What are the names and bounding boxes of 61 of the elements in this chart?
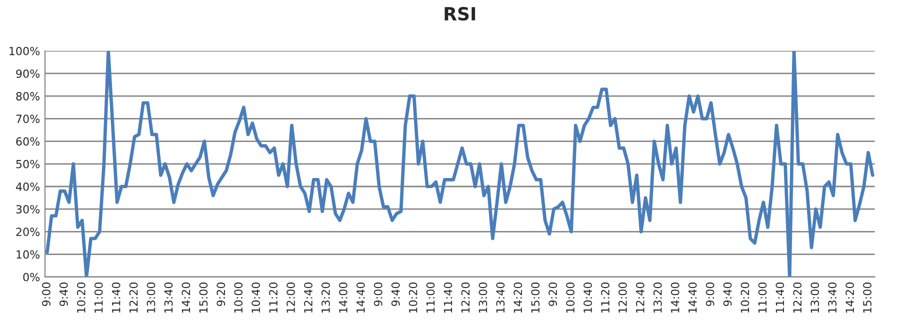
x-tick-label: 13:00 xyxy=(146,282,156,313)
x-tick-label: 14:00 xyxy=(338,282,348,313)
x-tick-label: 11:00 xyxy=(94,282,103,313)
x-tick-label: 13:20 xyxy=(322,282,330,313)
x-tick-label: 15:00 xyxy=(531,282,540,313)
x-tick-label: 11:00 xyxy=(426,282,435,313)
x-tick-label: 15:00 xyxy=(199,282,208,313)
x-tick-label: 14:20 xyxy=(514,282,522,313)
x-tick-label: 9:00 xyxy=(374,282,382,306)
x-tick-label: 9:40 xyxy=(59,282,68,306)
x-tick-label: 14:40 xyxy=(356,282,365,313)
x-tick-label: 13:40 xyxy=(164,282,173,313)
y-tick-label: 100% xyxy=(10,46,40,56)
y-tick-label: 10% xyxy=(16,250,40,259)
x-tick-label: 10:40 xyxy=(252,282,260,313)
x-tick-label: 15:00 xyxy=(863,282,872,313)
y-tick-label: 80% xyxy=(16,92,40,100)
x-tick-label: 10:40 xyxy=(584,282,592,313)
x-tick-label: 12:20 xyxy=(129,282,138,313)
x-tick-label: 14:00 xyxy=(670,282,680,313)
x-tick-label: 12:40 xyxy=(636,282,644,313)
x-tick-label: 11:00 xyxy=(758,282,767,313)
x-tick-label: 10:20 xyxy=(76,282,86,313)
y-tick-label: 50% xyxy=(16,160,40,168)
x-tick-label: 12:20 xyxy=(461,282,470,313)
x-tick-label: 12:00 xyxy=(286,282,295,313)
x-tick-label: 11:40 xyxy=(112,282,120,313)
x-tick-label: 12:20 xyxy=(793,282,802,313)
chart-title: RSI xyxy=(444,6,476,21)
x-tick-label: 12:00 xyxy=(618,282,627,313)
x-tick-label: 11:40 xyxy=(776,282,784,313)
x-tick-label: 10:20 xyxy=(740,282,750,313)
x-tick-label: 11:40 xyxy=(444,282,452,313)
x-tick-label: 10:20 xyxy=(408,282,418,313)
x-tick-label: 14:20 xyxy=(182,282,190,313)
y-tick-label: 20% xyxy=(16,228,40,236)
x-tick-label: 10:00 xyxy=(566,282,574,313)
y-tick-label: 40% xyxy=(16,182,40,191)
x-tick-label: 13:00 xyxy=(810,282,820,313)
x-tick-label: 9:00 xyxy=(706,282,714,306)
x-tick-label: 9:40 xyxy=(391,282,400,306)
y-tick-label: 60% xyxy=(16,137,40,146)
x-tick-label: 14:20 xyxy=(846,282,854,313)
y-tick-label: 90% xyxy=(16,69,40,78)
x-tick-label: 11:20 xyxy=(269,282,278,313)
x-tick-label: 11:20 xyxy=(601,282,610,313)
y-tick-label: 0% xyxy=(23,272,40,282)
x-tick-label: 9:00 xyxy=(42,282,50,306)
x-tick-label: 10:00 xyxy=(234,282,243,313)
x-tick-label: 9:20 xyxy=(216,282,226,306)
x-tick-label: 12:40 xyxy=(304,282,312,313)
x-tick-label: 13:20 xyxy=(653,282,662,313)
line-series xyxy=(46,50,874,277)
x-tick-label: 14:40 xyxy=(688,282,697,313)
x-tick-label: 13:00 xyxy=(478,282,488,313)
y-tick-label: 70% xyxy=(16,114,40,124)
x-tick-label: 13:40 xyxy=(496,282,505,313)
x-tick-label: 9:20 xyxy=(548,282,558,306)
x-tick-label: 13:40 xyxy=(828,282,837,313)
x-tick-label: 9:40 xyxy=(723,282,732,306)
y-tick-label: 30% xyxy=(16,205,40,214)
